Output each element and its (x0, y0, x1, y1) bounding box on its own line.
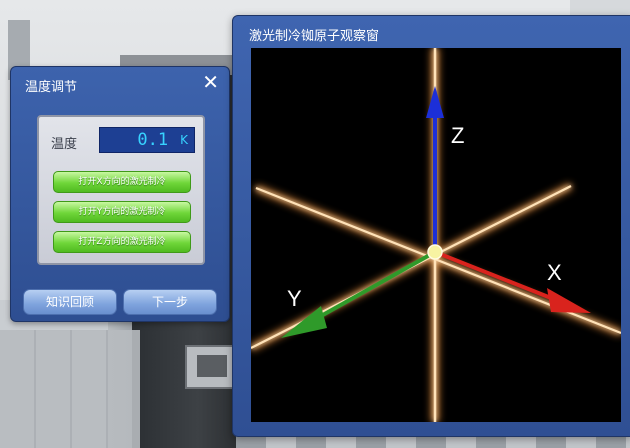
atom-viewport[interactable]: Z X Y (251, 48, 621, 422)
control-box-screen (197, 355, 227, 377)
lab-ceiling-block (570, 0, 630, 18)
x-axis-arrow (434, 250, 591, 313)
next-step-button[interactable]: 下一步 (123, 289, 217, 315)
temperature-label: 温度 (51, 137, 78, 152)
z-axis-arrow (426, 86, 444, 252)
temperature-controls: 温度 0.1 K 打开X方向的激光制冷 打开Y方向的激光制冷 打开Z方向的激光制… (37, 115, 205, 265)
temperature-unit: K (180, 133, 188, 147)
lab-pillar (8, 20, 30, 80)
lab-floor (0, 330, 140, 448)
y-axis-label: Y (287, 286, 302, 311)
observation-window-title: 激光制冷铷原子观察窗 (249, 29, 380, 44)
y-axis-arrow (281, 250, 436, 338)
open-z-laser-button[interactable]: 打开Z方向的激光制冷 (53, 231, 191, 253)
rubidium-atom (427, 244, 443, 260)
control-box (185, 345, 239, 389)
knowledge-review-button[interactable]: 知识回顾 (23, 289, 117, 315)
observation-window: 激光制冷铷原子观察窗 (232, 15, 630, 437)
atom-scene: Z X Y (251, 48, 621, 422)
z-axis-label: Z (451, 123, 464, 148)
temperature-panel-title: 温度调节 (25, 80, 78, 95)
temperature-panel: 温度调节 ✕ 温度 0.1 K 打开X方向的激光制冷 打开Y方向的激光制冷 打开… (10, 66, 230, 322)
x-axis-label: X (547, 260, 562, 285)
temperature-value: 0.1 (137, 130, 169, 150)
open-x-laser-button[interactable]: 打开X方向的激光制冷 (53, 171, 191, 193)
open-y-laser-button[interactable]: 打开Y方向的激光制冷 (53, 201, 191, 223)
close-icon[interactable]: ✕ (202, 70, 219, 94)
temperature-display: 0.1 K (99, 127, 195, 153)
